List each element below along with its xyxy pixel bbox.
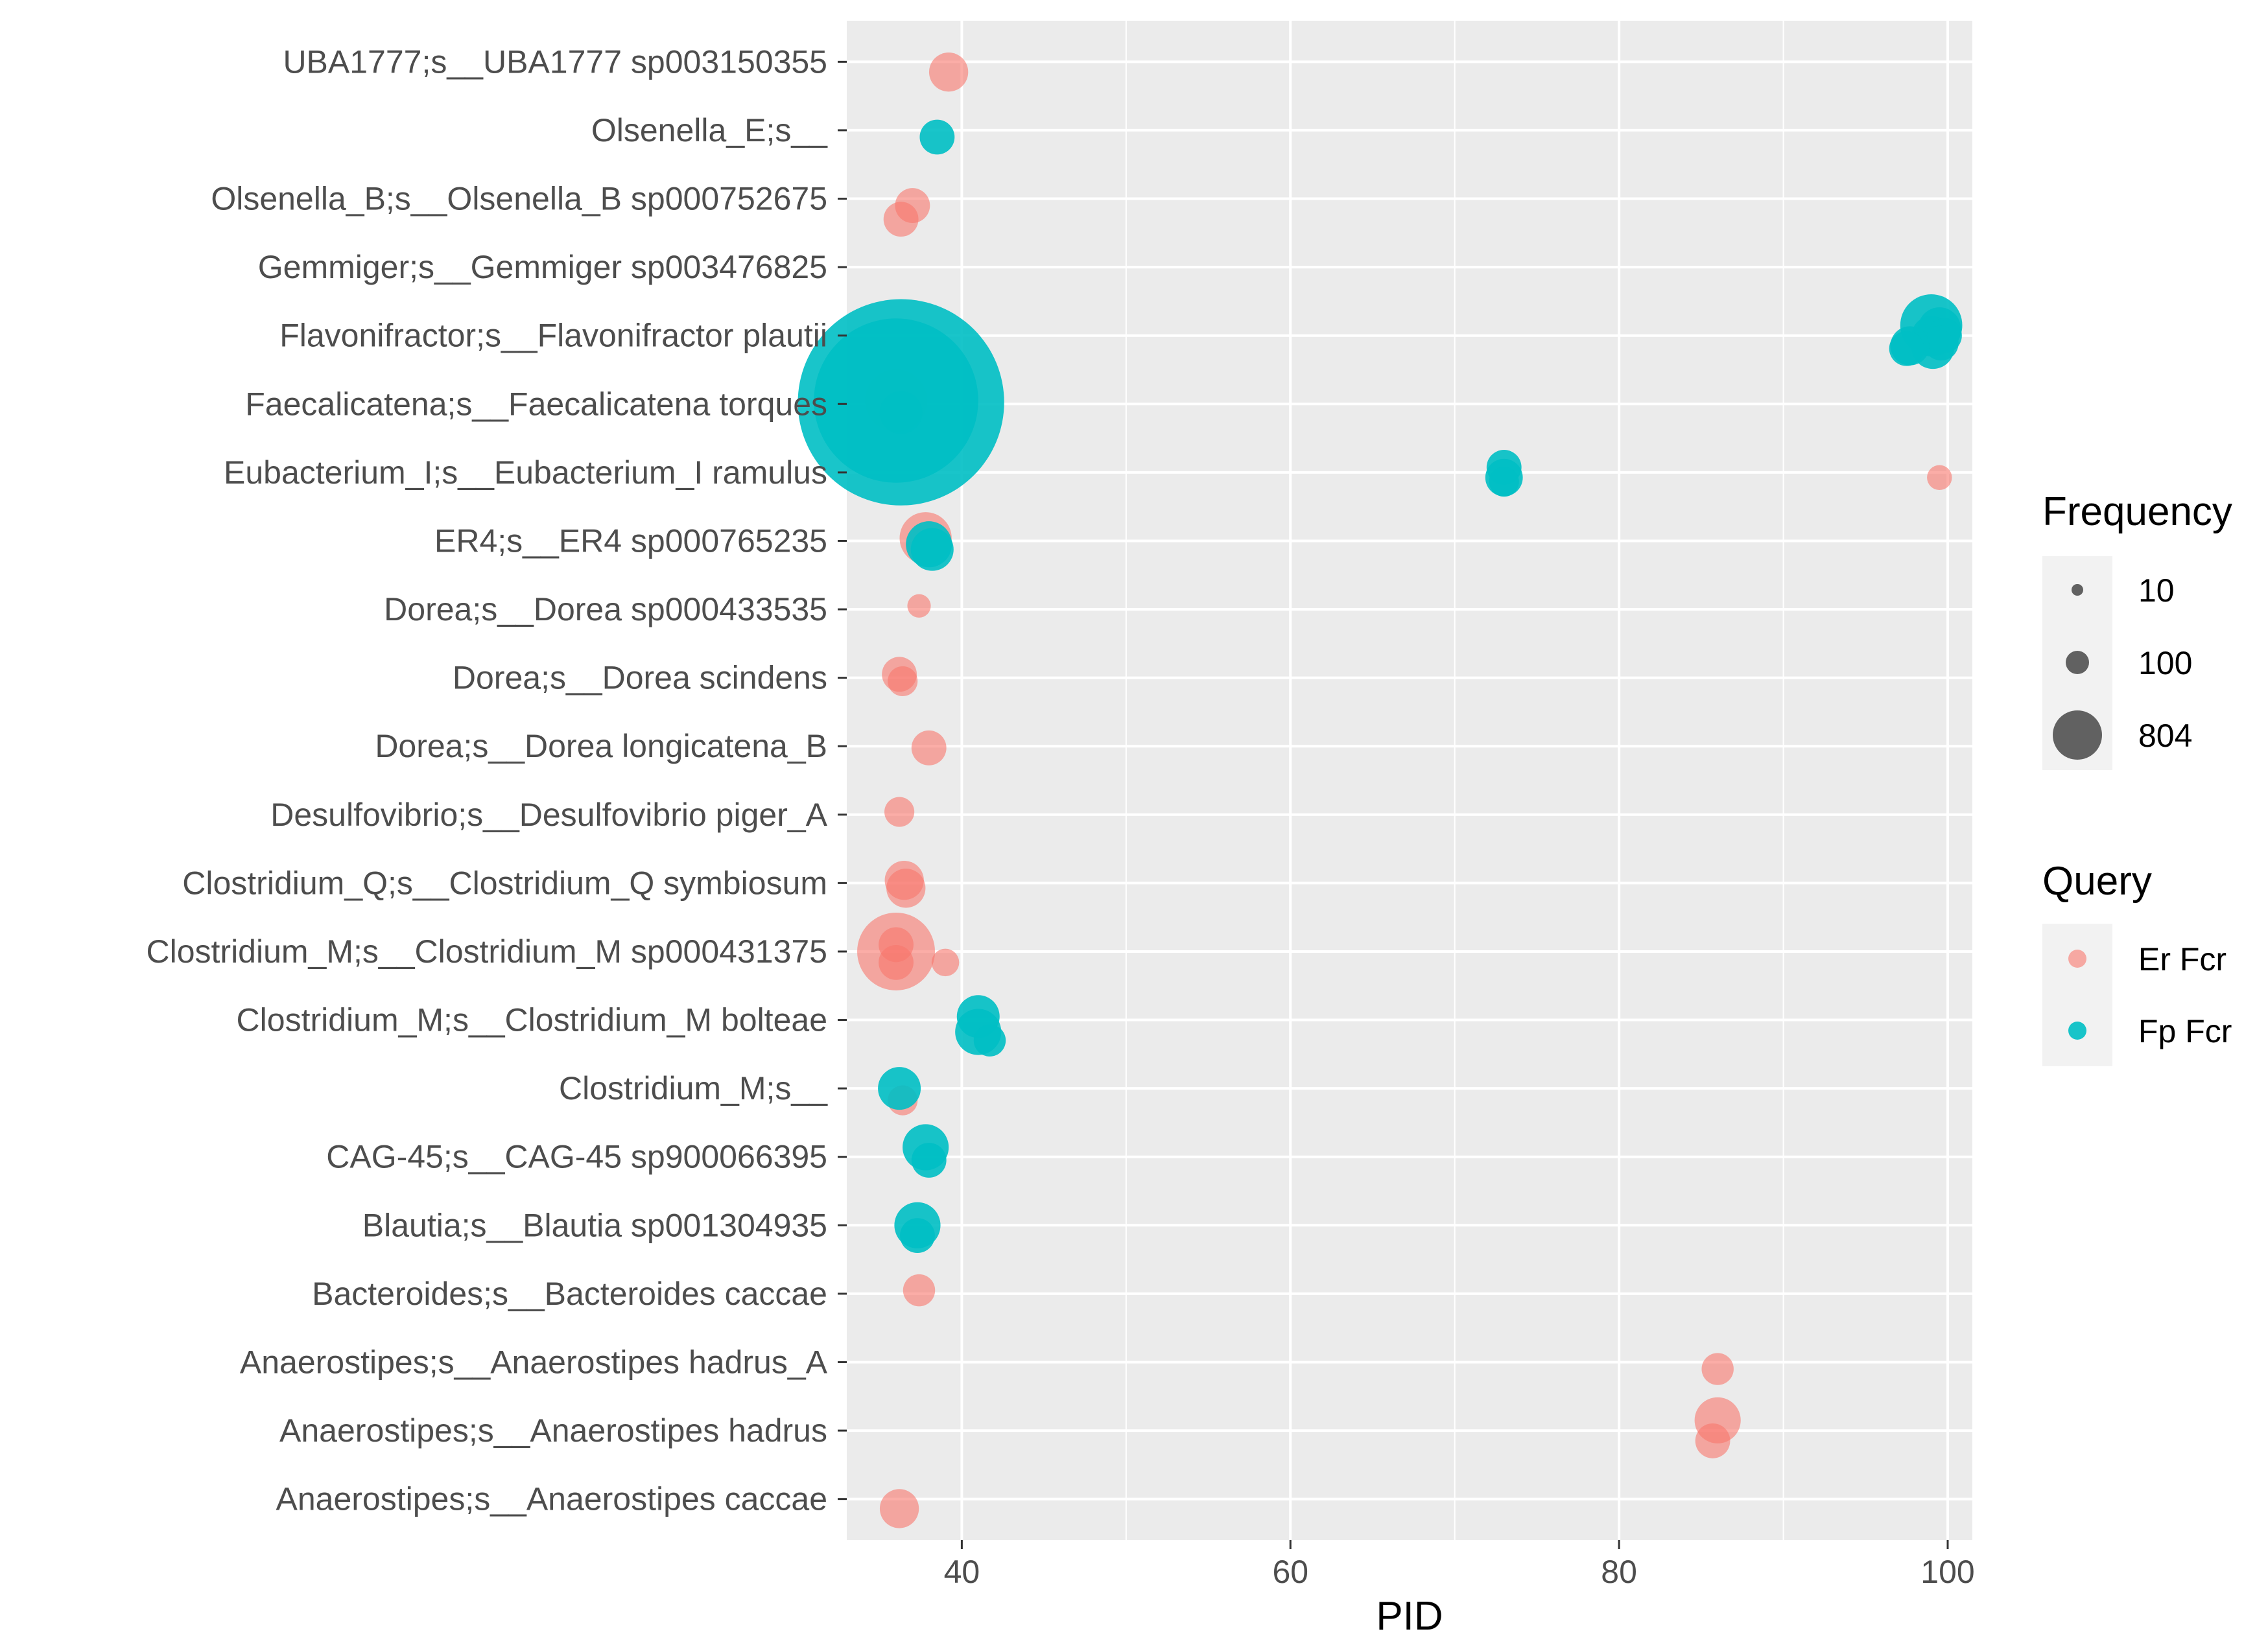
- legend-size-key: [2053, 710, 2102, 760]
- legend-color-keys: Er Fcr Fp Fcr: [2042, 924, 2232, 1066]
- y-tick-label: Olsenella_E;s__: [591, 112, 828, 148]
- point-er-fcr: [886, 869, 926, 908]
- y-tick-label: Gemmiger;s__Gemmiger sp003476825: [258, 249, 827, 285]
- legend-color-key-background: [2042, 924, 2112, 1066]
- point-fp-fcr: [910, 528, 954, 571]
- x-axis-title: PID: [1376, 1594, 1443, 1639]
- data-points: [797, 53, 1963, 1528]
- legend-size-label: 804: [2138, 718, 2192, 754]
- y-axis: UBA1777;s__UBA1777 sp003150355 Olsenella_…: [147, 43, 847, 1517]
- point-er-fcr: [931, 948, 960, 977]
- point-fp-fcr: [919, 119, 955, 155]
- x-tick-label: 40: [944, 1554, 980, 1590]
- legend-color-title: Query: [2042, 859, 2152, 904]
- point-er-fcr: [1695, 1423, 1731, 1458]
- legend-size-title: Frequency: [2042, 489, 2232, 534]
- y-tick-label: CAG-45;s__CAG-45 sp900066395: [326, 1139, 827, 1175]
- point-fp-fcr: [973, 1024, 1006, 1057]
- point-fp-fcr: [879, 391, 923, 434]
- point-er-fcr: [911, 730, 947, 766]
- legend-size-key: [2066, 651, 2089, 674]
- y-tick-label: Anaerostipes;s__Anaerostipes hadrus_A: [240, 1344, 828, 1380]
- y-tick-label: ER4;s__ER4 sp000765235: [434, 522, 827, 559]
- point-er-fcr: [884, 797, 915, 827]
- y-tick-label: Desulfovibrio;s__Desulfovibrio piger_A: [270, 797, 827, 833]
- legend-color-key: [2068, 950, 2086, 968]
- y-tick-label: Olsenella_B;s__Olsenella_B sp000752675: [211, 181, 827, 217]
- y-tick-label: Clostridium_M;s__: [559, 1070, 828, 1106]
- point-fp-fcr: [1489, 467, 1519, 497]
- plot-panel: [847, 21, 1972, 1540]
- y-tick-label: Faecalicatena;s__Faecalicatena torques: [245, 386, 827, 422]
- point-er-fcr: [879, 1489, 919, 1528]
- point-er-fcr: [907, 594, 931, 618]
- x-axis: 40 60 80 100: [944, 1540, 1975, 1590]
- y-tick-label: Eubacterium_I;s__Eubacterium_I ramulus: [224, 454, 827, 491]
- y-tick-label: Clostridium_M;s__Clostridium_M sp0004313…: [147, 933, 828, 970]
- y-tick-label: Anaerostipes;s__Anaerostipes caccae: [276, 1481, 827, 1517]
- legend: Frequency 10 100 804 Query Er Fcr Fp Fcr: [2042, 489, 2232, 1066]
- point-er-fcr: [903, 1274, 936, 1307]
- legend-color-label: Fp Fcr: [2138, 1013, 2232, 1049]
- x-tick-label: 100: [1920, 1554, 1974, 1590]
- y-tick-label: UBA1777;s__UBA1777 sp003150355: [283, 43, 827, 80]
- major-gridlines: [847, 21, 1972, 1540]
- point-er-fcr: [888, 666, 918, 696]
- point-er-fcr: [928, 53, 969, 92]
- y-tick-label: Anaerostipes;s__Anaerostipes hadrus: [279, 1412, 827, 1449]
- legend-color-label: Er Fcr: [2138, 941, 2227, 977]
- y-tick-label: Dorea;s__Dorea longicatena_B: [375, 728, 827, 764]
- x-tick-label: 80: [1601, 1554, 1637, 1590]
- legend-size-keys: 10 100 804: [2042, 556, 2192, 770]
- point-fp-fcr: [1889, 331, 1924, 366]
- point-er-fcr: [1701, 1353, 1734, 1385]
- point-er-fcr: [883, 202, 919, 237]
- point-fp-fcr: [911, 1143, 947, 1178]
- y-tick-label: Clostridium_M;s__Clostridium_M bolteae: [237, 1002, 827, 1038]
- legend-size-label: 100: [2138, 645, 2192, 681]
- minor-gridlines: [1125, 21, 1784, 1540]
- y-tick-label: Dorea;s__Dorea scindens: [453, 660, 827, 696]
- point-er-fcr: [1927, 465, 1952, 491]
- point-fp-fcr: [878, 1067, 921, 1110]
- legend-size-label: 10: [2138, 572, 2175, 609]
- y-tick-label: Clostridium_Q;s__Clostridium_Q symbiosum: [182, 865, 827, 901]
- point-er-fcr: [879, 944, 914, 980]
- legend-color-key: [2068, 1022, 2086, 1040]
- y-tick-label: Flavonifractor;s__Flavonifractor plautii: [279, 318, 827, 354]
- point-fp-fcr: [900, 1218, 935, 1254]
- y-tick-label: Bacteroides;s__Bacteroides caccae: [312, 1276, 827, 1312]
- y-tick-label: Dorea;s__Dorea sp000433535: [384, 591, 827, 627]
- y-tick-label: Blautia;s__Blautia sp001304935: [362, 1207, 827, 1243]
- x-tick-label: 60: [1272, 1554, 1308, 1590]
- legend-size-key: [2072, 584, 2083, 596]
